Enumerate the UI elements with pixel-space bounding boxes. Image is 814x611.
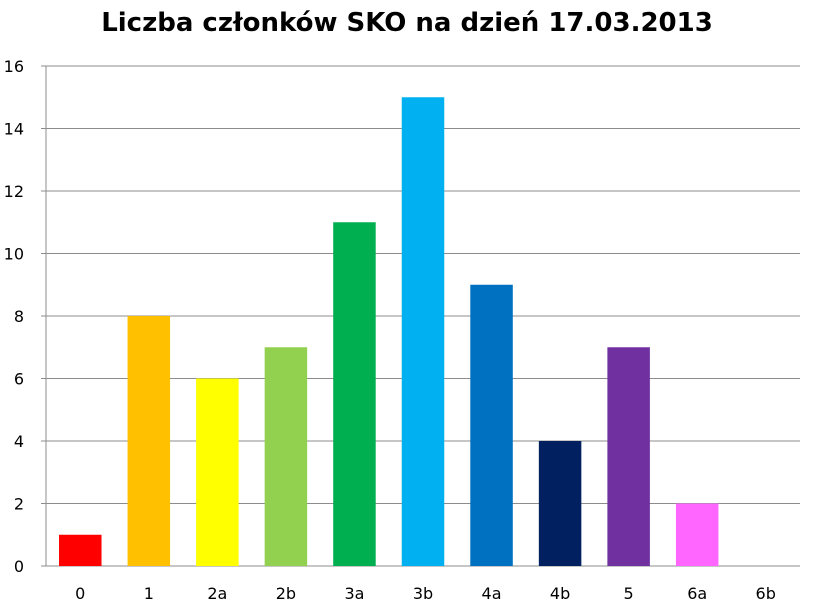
x-tick-label: 4b (550, 584, 570, 603)
bar-3b (401, 97, 445, 566)
bar-1 (127, 316, 171, 566)
bar-3a (333, 222, 376, 566)
x-tick-label: 0 (75, 584, 85, 603)
chart-title: Liczba członków SKO na dzień 17.03.2013 (101, 8, 713, 38)
bar-6a (675, 503, 719, 566)
bar-4a (470, 284, 513, 566)
y-tick-label: 6 (14, 370, 24, 389)
x-tick-label: 4a (482, 584, 502, 603)
y-tick-label: 10 (4, 245, 24, 264)
y-tick-label: 4 (14, 432, 24, 451)
x-tick-label: 2a (207, 584, 227, 603)
bar-5 (607, 347, 650, 566)
x-tick-label: 6b (756, 584, 776, 603)
bar-0 (59, 534, 102, 566)
y-tick-label: 0 (14, 557, 24, 576)
y-tick-label: 8 (14, 307, 24, 326)
y-tick-label: 2 (14, 495, 24, 514)
y-tick-label: 14 (4, 120, 24, 139)
x-tick-label: 2b (276, 584, 296, 603)
x-tick-label: 3b (413, 584, 433, 603)
x-tick-label: 5 (624, 584, 634, 603)
bar-2b (264, 347, 308, 566)
bar-4b (538, 441, 582, 566)
bar-2a (196, 378, 239, 566)
x-tick-label: 3a (344, 584, 364, 603)
x-tick-label: 6a (687, 584, 707, 603)
y-tick-label: 16 (4, 57, 24, 76)
y-tick-label: 12 (4, 182, 24, 201)
x-tick-label: 1 (144, 584, 154, 603)
